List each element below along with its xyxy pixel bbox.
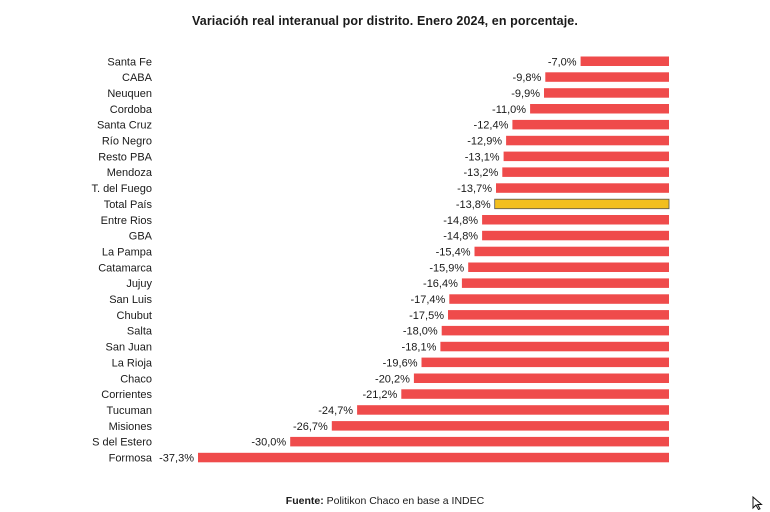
value-label: -13,1% [465, 151, 500, 163]
bar-san-luis [449, 294, 669, 304]
value-label: -13,7% [457, 183, 492, 195]
category-label: Resto PBA [98, 151, 152, 163]
category-label: Santa Fe [107, 56, 152, 68]
category-label: Catamarca [98, 262, 153, 274]
value-label: -9,9% [511, 88, 540, 100]
bar-s-del-estero [290, 436, 669, 447]
bar-chaco [413, 373, 669, 383]
category-label: Salta [127, 326, 153, 338]
bar-resto-pba [503, 151, 669, 162]
source-text: Politikon Chaco en base a INDEC [323, 495, 485, 507]
value-label: -15,9% [429, 262, 464, 274]
value-label: -17,5% [409, 310, 444, 322]
category-label: Río Negro [102, 136, 152, 148]
category-label: Entre Rios [101, 215, 153, 227]
category-label: Neuquen [107, 88, 152, 100]
bar-jujuy [461, 278, 669, 288]
category-label: Santa Cruz [97, 120, 152, 132]
bar-t-del-fuego [496, 183, 669, 193]
bar-tucuman [357, 405, 669, 415]
bar-la-rioja [421, 357, 669, 368]
source-label: Fuente: [285, 495, 324, 507]
value-label: -18,1% [402, 342, 437, 354]
value-label: -13,8% [456, 199, 491, 211]
bar-gba [482, 230, 669, 241]
category-label: GBA [129, 231, 153, 243]
bar-santa-cruz [512, 119, 669, 130]
bar-entre-rios [482, 215, 669, 225]
value-label: -13,2% [463, 167, 498, 179]
value-label: -30,0% [251, 437, 286, 449]
mouse-pointer-icon [752, 496, 763, 510]
value-label: -7,0% [548, 56, 577, 68]
category-label: San Luis [109, 294, 152, 306]
category-label: Chaco [120, 373, 152, 385]
category-label: Misiones [109, 421, 153, 433]
bar-la-pampa [474, 246, 669, 257]
value-label: -37,3% [159, 453, 194, 465]
value-label: -14,8% [443, 215, 478, 227]
source-note: Fuente: Politikon Chaco en base a INDEC [0, 495, 770, 507]
value-label: -26,7% [293, 421, 328, 433]
bar-formosa [198, 452, 669, 463]
bar-salta [441, 325, 669, 336]
value-label: -12,4% [474, 120, 509, 132]
category-label: Cordoba [110, 104, 153, 116]
category-label: Mendoza [107, 167, 153, 179]
category-label: Corrientes [101, 389, 152, 401]
category-label: Total País [104, 199, 153, 211]
category-label: La Rioja [112, 357, 153, 369]
bar-total-país [494, 198, 670, 210]
value-label: -14,8% [443, 231, 478, 243]
category-label: Chubut [117, 310, 152, 322]
bar-río-negro [506, 135, 669, 146]
value-label: -11,0% [492, 104, 526, 116]
chart-title: Variación real interanual por distrito. … [192, 14, 578, 28]
value-label: -16,4% [423, 278, 458, 290]
bar-san-juan [440, 341, 669, 352]
category-label: Formosa [109, 453, 153, 465]
value-label: -20,2% [375, 373, 410, 385]
bar-catamarca [468, 262, 669, 272]
bar-cordoba [530, 104, 669, 114]
bar-mendoza [502, 167, 669, 177]
bar-neuquen [544, 88, 669, 98]
category-label: T. del Fuego [91, 183, 152, 195]
bar-corrientes [401, 389, 669, 399]
value-label: -18,0% [403, 326, 438, 338]
category-label: La Pampa [102, 246, 153, 258]
bar-santa-fe [580, 56, 669, 66]
category-label: CABA [122, 72, 153, 84]
bar-caba [545, 72, 669, 82]
category-label: Jujuy [126, 278, 152, 290]
value-label: -15,4% [436, 246, 471, 258]
value-label: -24,7% [318, 405, 353, 417]
category-label: Tucuman [107, 405, 152, 417]
category-label: San Juan [106, 342, 152, 354]
category-label: S del Estero [92, 437, 152, 449]
value-label: -19,6% [383, 357, 418, 369]
bar-chubut [448, 310, 669, 320]
bar-misiones [331, 421, 669, 431]
title-mark [242, 16, 244, 20]
value-label: -9,8% [513, 72, 542, 84]
value-label: -17,4% [410, 294, 445, 306]
value-label: -21,2% [362, 389, 397, 401]
value-label: -12,9% [467, 136, 502, 148]
